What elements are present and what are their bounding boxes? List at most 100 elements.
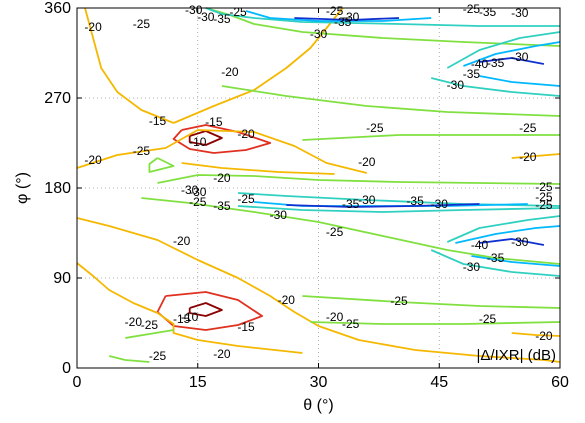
contour-line	[148, 157, 175, 173]
contour-line	[294, 17, 400, 21]
contour-label: -35	[334, 15, 352, 29]
contour-line	[511, 153, 561, 159]
contour-line	[511, 332, 561, 337]
contour-label: -20	[326, 310, 344, 324]
contour-line	[463, 41, 561, 67]
contour-label: -35	[487, 251, 505, 265]
contour-label: -25	[237, 192, 255, 206]
contour-label: -25	[535, 180, 553, 194]
x-tick-label: 30	[310, 374, 328, 391]
x-tick-label: 0	[73, 374, 82, 391]
contour-label: -35	[406, 194, 424, 208]
x-tick-label: 15	[189, 374, 207, 391]
contour-label: -10	[181, 310, 199, 324]
contour-line	[76, 262, 303, 354]
contour-label: -20	[213, 347, 231, 361]
y-tick-label: 90	[53, 270, 71, 287]
y-tick-label: 270	[44, 90, 71, 107]
contour-label: -40	[471, 238, 489, 252]
contour-label: -15	[237, 320, 255, 334]
contour-label: -15	[205, 115, 223, 129]
contour-line	[479, 75, 561, 87]
y-axis-label: φ (°)	[14, 172, 31, 204]
contour-label: -25	[366, 121, 384, 135]
contour-label: -25	[390, 294, 408, 308]
contour-line	[173, 7, 344, 124]
contour-label: -30	[431, 197, 449, 211]
contour-label: -25	[342, 317, 360, 331]
contour-label: -30	[358, 193, 376, 207]
contour-line	[310, 321, 561, 325]
contour-line	[125, 329, 174, 339]
contour-label: -25	[133, 17, 151, 31]
contour-label: -35	[463, 67, 481, 81]
contour-label: -40	[471, 57, 489, 71]
contour-label: -25	[189, 195, 207, 209]
contour-label: -20	[213, 171, 231, 185]
contour-label: -10	[189, 135, 207, 149]
contour-lines	[76, 7, 561, 363]
grid-lines	[77, 8, 560, 368]
contour-line	[157, 174, 561, 185]
contour-line	[188, 302, 223, 317]
contour-label: -35	[479, 5, 497, 19]
contour-line	[286, 203, 480, 208]
contour-label: -20	[173, 234, 191, 248]
y-tick-label: 360	[44, 0, 71, 17]
contour-line	[221, 85, 561, 117]
x-tick-label: 45	[430, 374, 448, 391]
contour-label: -25	[463, 2, 481, 16]
contour-labels: -30 -25-30-35-20 -25-25-30-35-30-25-35 -30-…	[84, 2, 552, 363]
axis-ticks: 0 15 30 45 60 0 90 180 270 360	[44, 0, 569, 391]
contour-label: -30	[185, 3, 203, 17]
contour-label: -25	[479, 312, 497, 326]
contour-line	[302, 134, 560, 141]
contour-label: -25	[149, 349, 167, 363]
contour-label: -15	[173, 312, 191, 326]
contour-label: -30	[511, 50, 529, 64]
colorbar-unit-annotation: |Δ/IXR| (dB)	[477, 347, 557, 364]
contour-label: -30	[463, 260, 481, 274]
contour-label: -20	[125, 315, 143, 329]
contour-label: -15	[149, 114, 167, 128]
contour-label: -25	[519, 121, 537, 135]
contour-label: -20	[237, 127, 255, 141]
contour-line	[430, 249, 561, 277]
contour-line	[446, 31, 561, 69]
contour-line	[205, 7, 561, 47]
contour-label: -30	[310, 27, 328, 41]
contour-label: -20	[535, 329, 553, 343]
contour-line	[76, 217, 561, 363]
x-tick-label: 60	[551, 374, 569, 391]
contour-label: -30	[270, 208, 288, 222]
contour-line	[237, 205, 561, 213]
contour-line	[479, 238, 545, 246]
contour-label: -20	[84, 153, 102, 167]
contour-label: -20	[358, 155, 376, 169]
y-tick-label: 180	[44, 180, 71, 197]
contour-line	[479, 57, 545, 65]
contour-line	[141, 197, 561, 265]
contour-label: -25	[535, 190, 553, 204]
contour-label: -35	[213, 12, 231, 26]
contour-label: -30	[447, 78, 465, 92]
contour-label: -30	[511, 235, 529, 249]
contour-label: -35	[213, 199, 231, 213]
contour-label: -20	[278, 293, 296, 307]
contour-label: -20	[221, 65, 239, 79]
contour-label: -30	[197, 10, 215, 24]
contour-line	[76, 129, 368, 174]
contour-label: -30	[511, 6, 529, 20]
contour-label: -35	[487, 56, 505, 70]
x-axis-label: θ (°)	[303, 397, 333, 414]
contour-line	[172, 124, 272, 154]
contour-line	[245, 10, 432, 22]
contour-line	[188, 130, 223, 146]
contour-label: -25	[326, 225, 344, 239]
contour-line	[302, 295, 561, 309]
contour-label: -20	[519, 150, 537, 164]
contour-label: -25	[535, 198, 553, 212]
contour-line	[471, 255, 561, 267]
